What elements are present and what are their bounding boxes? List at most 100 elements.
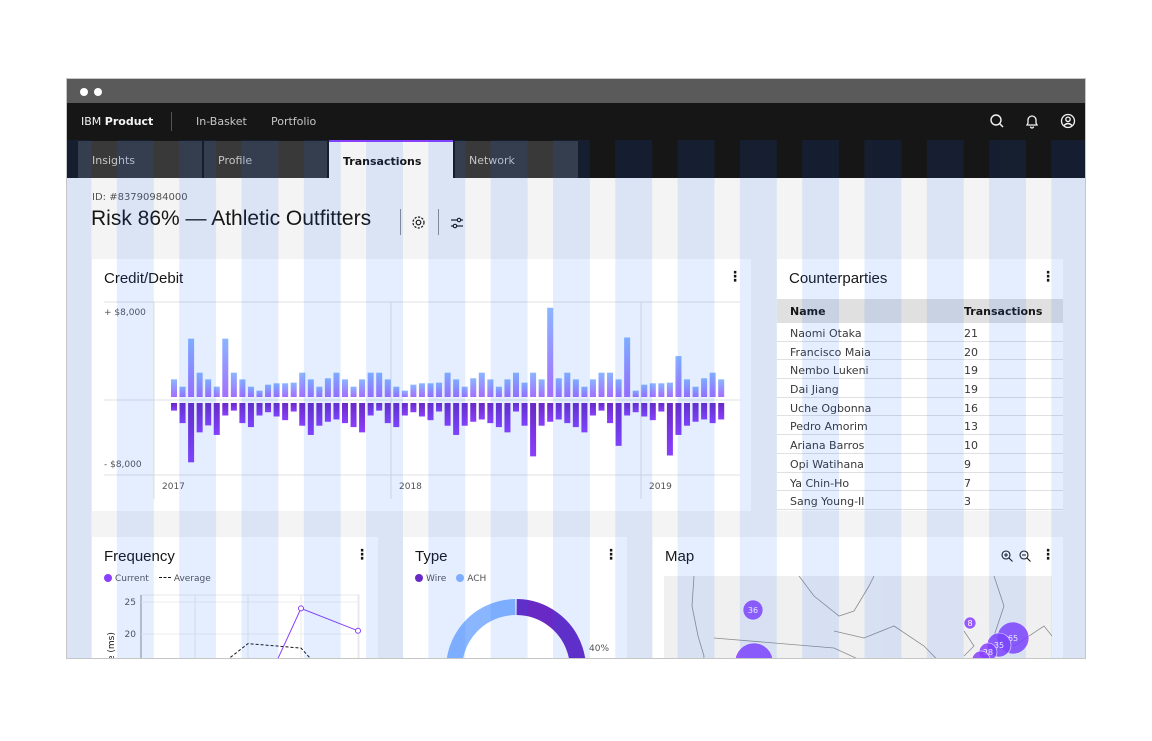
legend-label: ACH bbox=[467, 574, 487, 584]
credit-bar bbox=[478, 372, 485, 397]
column-header-name[interactable]: Name bbox=[790, 305, 826, 318]
debit-bar bbox=[470, 403, 477, 422]
table-row[interactable]: Pedro Amorim 13 bbox=[777, 416, 1063, 436]
debit-bar bbox=[564, 403, 571, 424]
credit-bar bbox=[393, 386, 400, 397]
table-row[interactable]: Sang Young-Il 3 bbox=[777, 491, 1063, 510]
tab-network[interactable]: Network bbox=[455, 141, 578, 178]
cell-transactions: 13 bbox=[964, 420, 978, 434]
debit-bar bbox=[333, 403, 340, 420]
tab-insights[interactable]: Insights bbox=[78, 141, 202, 178]
average-line bbox=[228, 643, 311, 658]
credit-bar bbox=[513, 372, 519, 397]
map-bubble bbox=[971, 650, 991, 658]
credit-bar bbox=[410, 384, 417, 397]
table-row[interactable]: Uche Ogbonna 16 bbox=[777, 398, 1063, 417]
window-dot[interactable] bbox=[80, 88, 88, 96]
credit-bar bbox=[342, 379, 348, 397]
search-icon[interactable] bbox=[988, 112, 1006, 130]
credit-bar bbox=[641, 384, 648, 397]
credit-bar bbox=[333, 372, 340, 397]
table-row[interactable]: Francisco Maia 20 bbox=[777, 342, 1063, 361]
map-bubble-label: 35 bbox=[994, 641, 1004, 650]
debit-bar bbox=[188, 403, 195, 463]
table-row[interactable]: Ya Chin-Ho 7 bbox=[777, 473, 1063, 492]
credit-bar bbox=[658, 383, 665, 397]
credit-bar bbox=[299, 372, 306, 397]
credit-bar bbox=[436, 382, 443, 397]
cell-name: Opi Watihana bbox=[790, 457, 864, 471]
debit-bar bbox=[504, 403, 511, 433]
tab-transactions[interactable]: Transactions bbox=[329, 140, 453, 178]
credit-bar bbox=[196, 372, 203, 397]
table-row[interactable]: Dai Jiang 19 bbox=[777, 379, 1063, 398]
table-row[interactable]: Nembo Lukeni 19 bbox=[777, 360, 1063, 380]
legend-item-current[interactable]: Current bbox=[104, 574, 149, 584]
legend-item-wire[interactable]: Wire bbox=[415, 574, 446, 584]
header-divider bbox=[171, 112, 172, 131]
debit-bar bbox=[615, 403, 622, 446]
credit-bar bbox=[171, 379, 177, 397]
credit-bar bbox=[222, 338, 229, 397]
nav-in-basket[interactable]: In-Basket bbox=[196, 115, 247, 128]
window-dot[interactable] bbox=[94, 88, 102, 96]
sliders-icon[interactable] bbox=[449, 215, 465, 231]
credit-bar bbox=[692, 386, 699, 397]
x-tick-label: 2019 bbox=[649, 482, 672, 492]
debit-bar bbox=[307, 403, 314, 435]
notification-icon[interactable] bbox=[1023, 112, 1041, 130]
top-header: IBM Product In-Basket Portfolio bbox=[67, 103, 1085, 140]
overflow-menu-icon[interactable]: ⋮ bbox=[1041, 547, 1055, 563]
current-point bbox=[355, 627, 361, 634]
plot-area bbox=[140, 594, 360, 658]
debit-bar bbox=[410, 403, 417, 413]
legend-swatch bbox=[158, 577, 171, 578]
user-avatar-icon[interactable] bbox=[1059, 112, 1077, 130]
credit-bar bbox=[684, 379, 690, 397]
credit-bar bbox=[359, 379, 366, 397]
cell-transactions: 7 bbox=[964, 476, 971, 490]
map-bubble bbox=[742, 599, 764, 621]
credit-bar bbox=[624, 337, 631, 397]
debit-bar bbox=[495, 403, 502, 428]
table-row[interactable]: Ariana Barros 10 bbox=[777, 435, 1063, 454]
table-header: Name Transactions bbox=[777, 299, 1063, 323]
debit-bar bbox=[658, 403, 665, 412]
type-card: Type ⋮ Wire ACH 40% bbox=[403, 537, 627, 658]
credit-bar bbox=[675, 356, 682, 397]
legend-item-ach[interactable]: ACH bbox=[456, 574, 486, 584]
zoom-in-icon[interactable] bbox=[1001, 550, 1013, 562]
type-donut-chart bbox=[446, 599, 586, 658]
credit-bar bbox=[530, 372, 537, 397]
map-bubble-label: 65 bbox=[1008, 634, 1018, 643]
credit-bar bbox=[701, 378, 708, 397]
nav-portfolio[interactable]: Portfolio bbox=[271, 115, 317, 128]
debit-bar bbox=[427, 403, 434, 421]
table-row[interactable]: Opi Watihana 9 bbox=[777, 454, 1063, 473]
counterparties-card: Counterparties ⋮ Name Transactions Naomi… bbox=[777, 259, 1063, 511]
credit-bar bbox=[282, 383, 289, 397]
zoom-out-icon[interactable] bbox=[1019, 550, 1031, 562]
map-bubble-label: 28 bbox=[983, 648, 993, 657]
debit-bar bbox=[572, 403, 579, 428]
legend-item-average[interactable]: Average bbox=[158, 574, 211, 584]
debit-bar bbox=[589, 403, 596, 416]
debit-bar bbox=[666, 403, 673, 456]
credit-bar bbox=[470, 378, 477, 397]
settings-icon[interactable] bbox=[410, 214, 427, 231]
overflow-menu-icon[interactable]: ⋮ bbox=[1041, 269, 1055, 285]
y-tick-label: 20 bbox=[125, 630, 137, 640]
table-row[interactable]: Naomi Otaka 21 bbox=[777, 323, 1063, 342]
frequency-card: Frequency ⋮ Current Average 20 25 e (ms) bbox=[92, 537, 378, 658]
debit-bar bbox=[684, 403, 690, 426]
credit-bar bbox=[367, 372, 374, 397]
cell-transactions: 9 bbox=[964, 457, 971, 471]
column-header-transactions[interactable]: Transactions bbox=[964, 305, 1043, 318]
chart-legend: Wire ACH bbox=[415, 574, 486, 584]
tab-profile[interactable]: Profile bbox=[204, 141, 327, 178]
donut-slice-ach bbox=[446, 599, 516, 658]
brand-logo[interactable]: IBM Product bbox=[81, 115, 153, 128]
browser-window: IBM Product In-Basket Portfolio Insights… bbox=[66, 78, 1086, 659]
debit-bar bbox=[675, 403, 682, 435]
